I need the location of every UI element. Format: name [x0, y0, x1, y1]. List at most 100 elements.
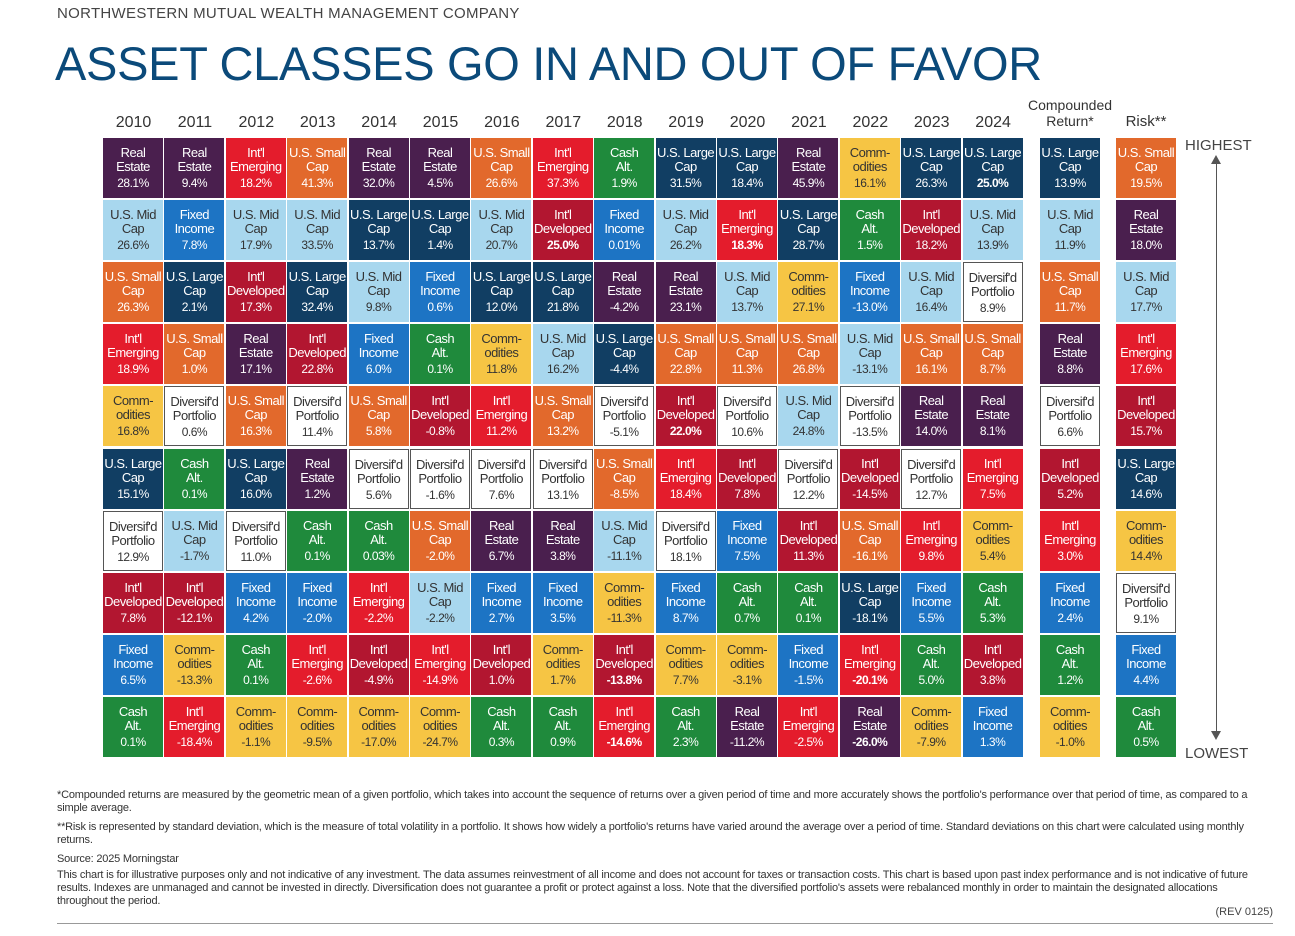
cell-asset-name: Diversif'd Portfolio	[1045, 394, 1095, 424]
cell-asset-name: U.S. Large Cap	[964, 145, 1022, 174]
cell-int-l-emerging: Int'l Emerging 17.6%	[1116, 324, 1176, 385]
cell-return-value: -11.1%	[607, 548, 642, 563]
cell-int-l-developed: Int'l Developed 1.0%	[471, 634, 532, 695]
cell-int-l-developed: Int'l Developed 5.2%	[1040, 448, 1100, 509]
cell-asset-name: Real Estate	[116, 145, 150, 174]
cell-asset-name: Real Estate	[914, 393, 949, 423]
cell-return-value: 1.9%	[611, 176, 638, 190]
cell-u-s-small-cap: U.S. Small Cap -16.1%	[839, 510, 900, 571]
rank-arrow-line	[1216, 160, 1217, 736]
cell-asset-name: Cash Alt.	[241, 641, 271, 671]
cell-return-value: 9.8%	[918, 548, 945, 563]
cell-real-estate: Real Estate 45.9%	[778, 138, 839, 198]
cell-int-l-emerging: Int'l Emerging -2.2%	[348, 572, 409, 633]
cell-return-value: -13.1%	[852, 362, 888, 377]
cell-return-value: 25.0%	[547, 238, 579, 253]
cell-return-value: -2.6%	[302, 672, 332, 687]
cell-asset-name: Comm- odities	[849, 145, 891, 174]
cell-return-value: 11.2%	[486, 424, 517, 439]
cell-asset-name: U.S. Mid Cap	[1123, 269, 1169, 299]
cell-return-value: -1.6%	[425, 487, 455, 502]
cell-asset-name: Int'l Emerging	[229, 145, 282, 174]
cell-cash-alt: Cash Alt. 0.1%	[410, 324, 470, 385]
cell-cash-alt: Cash Alt. 0.9%	[532, 696, 593, 757]
cell-comm-odities: Comm- odities 1.7%	[532, 634, 593, 695]
cell-return-value: 45.9%	[792, 176, 825, 190]
cell-return-value: 11.8%	[486, 362, 517, 377]
cell-asset-name: Int'l Developed	[533, 207, 592, 237]
cell-asset-name: U.S. Small Cap	[104, 269, 162, 299]
cell-comm-odities: Comm- odities -11.3%	[594, 572, 655, 633]
cell-return-value: 11.0%	[240, 549, 272, 564]
cell-return-value: 1.4%	[427, 238, 453, 253]
cell-asset-name: Real Estate	[484, 517, 519, 547]
cell-asset-name: Cash Alt.	[1055, 641, 1085, 671]
cell-return-value: 7.5%	[979, 486, 1006, 501]
cell-int-l-developed: Int'l Developed -12.1%	[164, 572, 225, 633]
cell-asset-name: Int'l Emerging	[1120, 331, 1172, 361]
cell-comm-odities: Comm- odities 16.8%	[103, 386, 163, 447]
cell-return-value: 17.7%	[1130, 300, 1162, 315]
cell-asset-name: Fixed Income	[1126, 641, 1166, 671]
cell-asset-name: Fixed Income	[358, 331, 399, 361]
cell-u-s-mid-cap: U.S. Mid Cap -11.1%	[594, 510, 655, 571]
cell-return-value: -20.1%	[852, 672, 888, 687]
cell-return-value: 16.4%	[915, 300, 947, 315]
cell-asset-name: Comm- odities	[112, 393, 154, 423]
cell-return-value: 13.1%	[547, 487, 579, 502]
cell-comm-odities: Comm- odities -7.9%	[901, 696, 962, 757]
cell-return-value: 18.0%	[1130, 238, 1162, 253]
cell-asset-name: Comm- odities	[911, 703, 952, 733]
lowest-label: LOWEST	[1185, 745, 1249, 762]
cell-return-value: 1.2%	[304, 486, 331, 501]
cell-asset-name: Int'l Emerging	[843, 641, 896, 671]
cell-asset-name: Cash Alt.	[487, 703, 516, 733]
cell-asset-name: U.S. Large Cap	[779, 207, 838, 237]
cell-u-s-mid-cap: U.S. Mid Cap 26.2%	[655, 200, 716, 261]
cell-comm-odities: Comm- odities 5.4%	[962, 510, 1023, 571]
cell-asset-name: Int'l Developed	[165, 579, 224, 609]
cell-int-l-developed: Int'l Developed 15.7%	[1116, 386, 1176, 447]
cell-diversif-d-portfolio: Diversif'd Portfolio 13.1%	[532, 448, 593, 509]
cell-asset-name: Int'l Developed	[104, 579, 162, 609]
year-header: 2015	[422, 114, 459, 131]
cell-return-value: 18.4%	[669, 486, 702, 501]
cell-return-value: 5.0%	[918, 672, 945, 687]
cell-u-s-large-cap: U.S. Large Cap 25.0%	[962, 138, 1023, 198]
footnote-source: Source: 2025 Morningstar	[57, 853, 179, 865]
cell-u-s-mid-cap: U.S. Mid Cap 24.8%	[778, 386, 839, 447]
cell-asset-name: Int'l Emerging	[291, 641, 343, 671]
cell-return-value: 12.2%	[792, 487, 825, 502]
cell-real-estate: Real Estate 3.8%	[532, 510, 593, 571]
cell-u-s-large-cap: U.S. Large Cap 21.8%	[532, 262, 593, 323]
cell-return-value: 1.7%	[550, 672, 576, 687]
cell-int-l-developed: Int'l Developed -4.9%	[348, 634, 409, 695]
cell-asset-name: U.S. Large Cap	[1117, 455, 1175, 485]
cell-return-value: 5.6%	[365, 487, 392, 502]
cell-return-value: 10.6%	[731, 425, 763, 440]
cell-asset-name: U.S. Large Cap	[104, 455, 162, 485]
cell-asset-name: Int'l Developed	[1041, 455, 1099, 485]
cell-asset-name: Diversif'd Portfolio	[784, 456, 833, 486]
cell-return-value: 18.2%	[915, 238, 947, 253]
cell-real-estate: Real Estate 23.1%	[655, 262, 716, 323]
cell-int-l-emerging: Int'l Emerging 37.3%	[532, 138, 593, 198]
cell-int-l-emerging: Int'l Emerging -14.9%	[410, 634, 470, 695]
cell-asset-name: Fixed Income	[665, 579, 706, 609]
cell-asset-name: U.S. Large Cap	[350, 207, 408, 237]
cell-return-value: 6.7%	[488, 548, 515, 563]
cell-asset-name: Int'l Emerging	[721, 207, 773, 237]
cell-comm-odities: Comm- odities -24.7%	[410, 696, 470, 757]
page-title: ASSET CLASSES GO IN AND OUT OF FAVOR	[55, 37, 1042, 90]
cell-cash-alt: Cash Alt. 5.0%	[901, 634, 962, 695]
cell-int-l-emerging: Int'l Emerging -2.5%	[778, 696, 839, 757]
cell-asset-name: Int'l Developed	[656, 393, 715, 423]
cell-asset-name: U.S. Large Cap	[595, 331, 654, 361]
cell-return-value: -11.3%	[607, 610, 642, 625]
cell-asset-name: Fixed Income	[727, 517, 767, 547]
cell-asset-name: U.S. Small Cap	[288, 145, 346, 174]
company-name: NORTHWESTERN MUTUAL WEALTH MANAGEMENT CO…	[57, 5, 520, 22]
cell-asset-name: U.S. Large Cap	[902, 145, 961, 174]
cell-asset-name: U.S. Small Cap	[1117, 145, 1175, 174]
cell-asset-name: U.S. Large Cap	[1041, 145, 1099, 174]
